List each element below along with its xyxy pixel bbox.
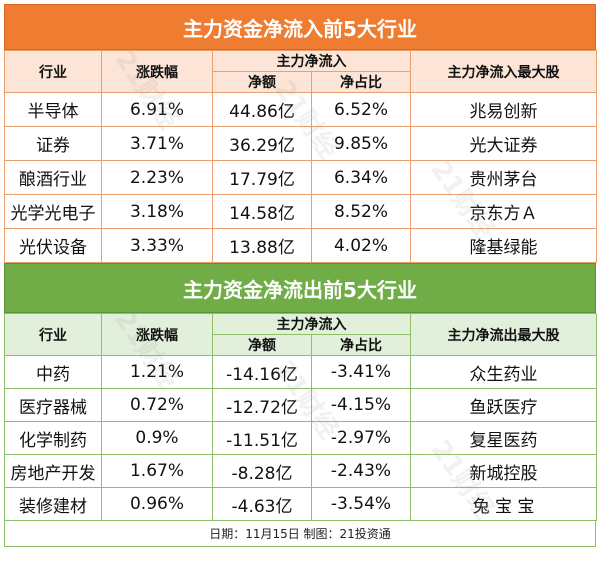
- industry-cell: 光学光电子: [4, 194, 102, 229]
- table-row: 中药 1.21% -14.16亿 -3.41% 众生药业: [4, 355, 597, 389]
- change-cell: 6.91%: [101, 92, 213, 127]
- net-ratio-cell: -2.97%: [311, 421, 411, 455]
- industry-cell: 光伏设备: [4, 228, 102, 263]
- top-stock-cell: 光大证券: [410, 126, 597, 161]
- net-amount-cell: -11.51亿: [212, 421, 312, 455]
- top-stock-cell: 兔 宝 宝: [410, 487, 597, 521]
- top-stock-cell: 京东方Ａ: [410, 194, 597, 229]
- outflow-subheader-row: 净额 净占比: [5, 334, 597, 356]
- table-row: 光伏设备 3.33% 13.88亿 4.02% 隆基绿能: [4, 228, 597, 263]
- footer-credit: 日期：11月15日 制图：21投资通: [4, 521, 596, 547]
- industry-cell: 房地产开发: [4, 454, 102, 488]
- net-amount-cell: 14.58亿: [212, 194, 312, 229]
- net-amount-cell: -14.16亿: [212, 355, 312, 389]
- top-stock-cell: 隆基绿能: [410, 228, 597, 263]
- change-cell: 3.33%: [101, 228, 213, 263]
- outflow-table: 行业 涨跌幅 主力净流入 主力净流出最大股 净额 净占比 中药 1.21% -1…: [4, 313, 597, 521]
- top-stock-cell: 贵州茅台: [410, 160, 597, 195]
- industry-cell: 酿酒行业: [4, 160, 102, 195]
- table-row: 证券 3.71% 36.29亿 9.85% 光大证券: [4, 126, 597, 161]
- outflow-title: 主力资金净流出前5大行业: [4, 263, 596, 313]
- net-amount-cell: -8.28亿: [212, 454, 312, 488]
- net-ratio-cell: -4.15%: [311, 388, 411, 422]
- header-net-ratio: 净占比: [311, 334, 411, 356]
- net-ratio-cell: -3.54%: [311, 487, 411, 521]
- outflow-header-row: 行业 涨跌幅 主力净流入 主力净流出最大股: [4, 313, 597, 356]
- top-stock-cell: 鱼跃医疗: [410, 388, 597, 422]
- table-row: 房地产开发 1.67% -8.28亿 -2.43% 新城控股: [4, 454, 597, 488]
- header-main-net-inflow: 主力净流入: [212, 313, 411, 335]
- industry-cell: 中药: [4, 355, 102, 389]
- table-row: 化学制药 0.9% -11.51亿 -2.97% 复星医药: [4, 421, 597, 455]
- table-row: 医疗器械 0.72% -12.72亿 -4.15% 鱼跃医疗: [4, 388, 597, 422]
- header-main-net-inflow: 主力净流入: [212, 50, 411, 72]
- net-amount-cell: -12.72亿: [212, 388, 312, 422]
- net-ratio-cell: -3.41%: [311, 355, 411, 389]
- change-cell: 3.71%: [101, 126, 213, 161]
- net-amount-cell: -4.63亿: [212, 487, 312, 521]
- top-stock-cell: 新城控股: [410, 454, 597, 488]
- net-ratio-cell: -2.43%: [311, 454, 411, 488]
- net-amount-cell: 44.86亿: [212, 92, 312, 127]
- top-stock-cell: 众生药业: [410, 355, 597, 389]
- industry-cell: 装修建材: [4, 487, 102, 521]
- net-ratio-cell: 6.52%: [311, 92, 411, 127]
- header-industry: 行业: [4, 313, 102, 356]
- net-amount-cell: 13.88亿: [212, 228, 312, 263]
- header-top-stock: 主力净流出最大股: [410, 313, 597, 356]
- change-cell: 3.18%: [101, 194, 213, 229]
- change-cell: 0.9%: [101, 421, 213, 455]
- change-cell: 1.67%: [101, 454, 213, 488]
- header-change: 涨跌幅: [101, 313, 213, 356]
- net-amount-cell: 17.79亿: [212, 160, 312, 195]
- top-stock-cell: 兆易创新: [410, 92, 597, 127]
- change-cell: 0.96%: [101, 487, 213, 521]
- table-row: 装修建材 0.96% -4.63亿 -3.54% 兔 宝 宝: [4, 487, 597, 521]
- inflow-subheader-row: 净额 净占比: [5, 71, 597, 93]
- change-cell: 0.72%: [101, 388, 213, 422]
- industry-cell: 半导体: [4, 92, 102, 127]
- table-row: 酿酒行业 2.23% 17.79亿 6.34% 贵州茅台: [4, 160, 597, 195]
- inflow-title: 主力资金净流入前5大行业: [4, 4, 596, 50]
- header-change: 涨跌幅: [101, 50, 213, 93]
- change-cell: 1.21%: [101, 355, 213, 389]
- change-cell: 2.23%: [101, 160, 213, 195]
- header-net-amount: 净额: [212, 334, 312, 356]
- industry-cell: 医疗器械: [4, 388, 102, 422]
- net-ratio-cell: 4.02%: [311, 228, 411, 263]
- net-ratio-cell: 8.52%: [311, 194, 411, 229]
- fund-flow-report: 主力资金净流入前5大行业 行业 涨跌幅 主力净流入 主力净流入最大股 净额 净占…: [4, 4, 597, 547]
- net-amount-cell: 36.29亿: [212, 126, 312, 161]
- industry-cell: 证券: [4, 126, 102, 161]
- header-net-amount: 净额: [212, 71, 312, 93]
- table-row: 光学光电子 3.18% 14.58亿 8.52% 京东方Ａ: [4, 194, 597, 229]
- industry-cell: 化学制药: [4, 421, 102, 455]
- net-ratio-cell: 9.85%: [311, 126, 411, 161]
- header-industry: 行业: [4, 50, 102, 93]
- header-top-stock: 主力净流入最大股: [410, 50, 597, 93]
- inflow-table: 行业 涨跌幅 主力净流入 主力净流入最大股 净额 净占比 半导体 6.91% 4…: [4, 50, 597, 263]
- inflow-header-row: 行业 涨跌幅 主力净流入 主力净流入最大股: [4, 50, 597, 93]
- net-ratio-cell: 6.34%: [311, 160, 411, 195]
- table-row: 半导体 6.91% 44.86亿 6.52% 兆易创新: [4, 92, 597, 127]
- top-stock-cell: 复星医药: [410, 421, 597, 455]
- header-net-ratio: 净占比: [311, 71, 411, 93]
